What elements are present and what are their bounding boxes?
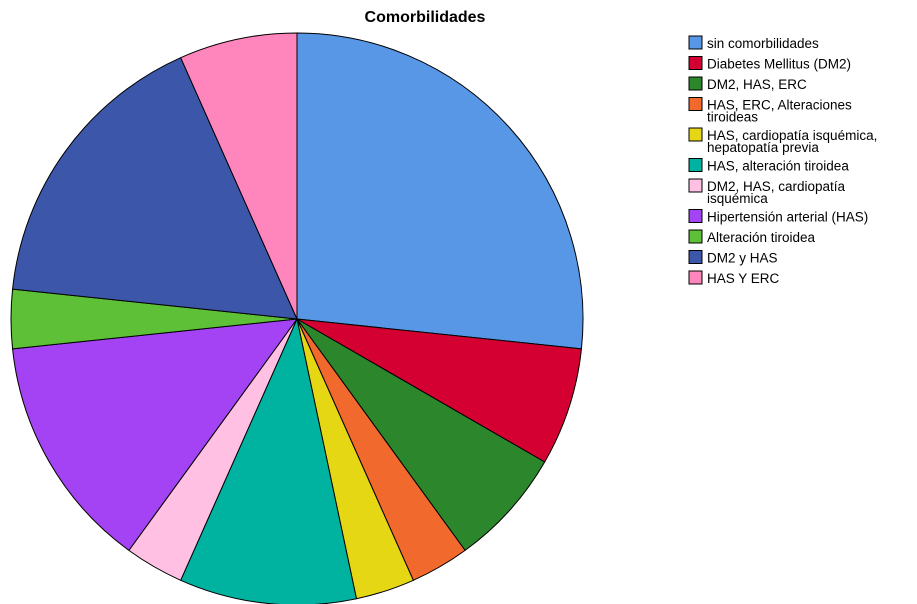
- legend-item-9: Alteración tiroidea: [688, 229, 816, 245]
- legend-label: Diabetes Mellitus (DM2): [707, 57, 851, 72]
- legend: sin comorbilidades Diabetes Mellitus (DM2…: [688, 35, 877, 286]
- legend-label: tiroideas: [707, 110, 758, 125]
- pie-slice-10: [12, 57, 298, 320]
- legend-label: Alteración tiroidea: [707, 230, 816, 245]
- pie-slice-11: [180, 32, 298, 320]
- legend-item-3: DM2, HAS, ERC: [688, 76, 807, 92]
- legend-label: isquémica: [707, 191, 768, 206]
- legend-label: Hipertensión arterial (HAS): [707, 210, 868, 225]
- legend-item-2: Diabetes Mellitus (DM2): [688, 56, 851, 72]
- legend-label: HAS, ERC, Alteraciones: [707, 98, 852, 113]
- legend-label: DM2 y HAS: [707, 251, 778, 266]
- legend-item-5: HAS, cardiopatía isquémica,hepatopatía p…: [688, 127, 877, 155]
- legend-swatch: [688, 250, 703, 264]
- pie-slice-6: [180, 318, 357, 604]
- legend-swatch: [688, 270, 703, 285]
- pie-slice-3: [296, 318, 546, 551]
- legend-swatch: [688, 229, 703, 244]
- pie-slice-2: [296, 318, 582, 463]
- legend-item-10: DM2 y HAS: [688, 250, 778, 266]
- legend-swatch: [688, 56, 703, 70]
- legend-label: HAS, alteración tiroidea: [707, 159, 849, 174]
- legend-item-8: Hipertensión arterial (HAS): [688, 209, 868, 225]
- legend-swatch: [688, 35, 703, 50]
- legend-item-6: HAS, alteración tiroidea: [688, 158, 849, 174]
- legend-item-1: sin comorbilidades: [688, 35, 819, 51]
- pie-slices: [10, 32, 584, 604]
- chart-title: Comorbilidades: [365, 9, 486, 26]
- legend-label: HAS, cardiopatía isquémica,: [707, 128, 877, 143]
- legend-label: sin comorbilidades: [707, 36, 819, 51]
- pie-slice-8: [12, 318, 298, 551]
- pie-slice-1: [296, 32, 584, 350]
- legend-label: hepatopatía previa: [707, 140, 819, 155]
- legend-swatch: [688, 178, 703, 193]
- legend-label: DM2, HAS, ERC: [707, 77, 807, 92]
- legend-swatch: [688, 97, 703, 111]
- legend-label: DM2, HAS, cardiopatía: [707, 179, 846, 194]
- legend-item-11: HAS Y ERC: [688, 270, 780, 286]
- legend-swatch: [688, 209, 703, 223]
- legend-swatch: [688, 127, 703, 142]
- legend-label: HAS Y ERC: [707, 271, 780, 286]
- legend-swatch: [688, 76, 703, 91]
- legend-swatch: [688, 158, 703, 172]
